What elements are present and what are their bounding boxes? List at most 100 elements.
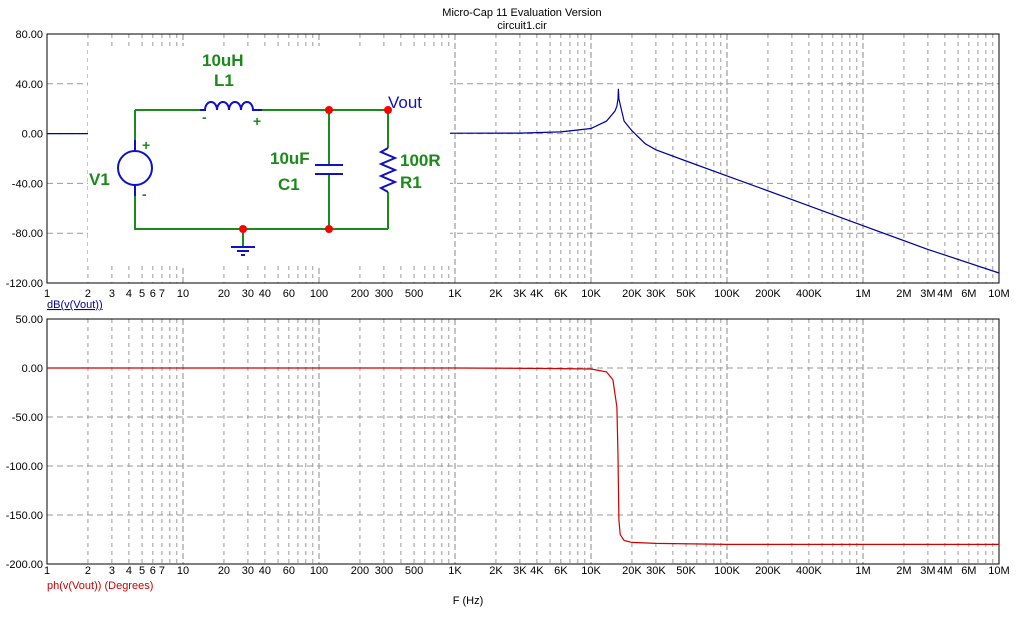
x-tick-label: 10K [581, 288, 601, 300]
x-tick-label: 1 [44, 565, 50, 577]
x-tick-label: 6K [554, 288, 568, 300]
x-tick-label: 4K [530, 288, 544, 300]
circuit-schematic[interactable]: 10uH L1 - + V1 + - 10uF C1 100R R1 Vout [88, 46, 450, 266]
inductor-value: 10uH [202, 51, 244, 70]
x-tick-label: 10 [177, 565, 189, 577]
x-tick-label: 30 [242, 565, 254, 577]
x-tick-label: 4K [530, 565, 544, 577]
x-tick-label: 7 [159, 288, 165, 300]
source-minus: - [142, 186, 147, 202]
x-tick-label: 2M [896, 565, 911, 577]
x-tick-label: 2 [85, 288, 91, 300]
x-tick-label: 2K [489, 288, 503, 300]
inductor-minus: - [202, 109, 207, 125]
magnitude-ylabel: dB(v(Vout)) [47, 299, 103, 311]
x-tick-label: 20 [218, 565, 230, 577]
capacitor-name: C1 [278, 175, 300, 194]
x-tick-label: 6 [150, 565, 156, 577]
x-tick-label: 1M [855, 288, 870, 300]
x-tick-label: 4M [937, 565, 952, 577]
x-tick-label: 1K [448, 565, 462, 577]
y-tick-label: 40.00 [15, 79, 43, 91]
y-tick-label: -150.00 [6, 510, 43, 522]
x-tick-label: 10K [581, 565, 601, 577]
x-tick-label: 100 [310, 288, 328, 300]
x-tick-label: 20K [622, 288, 642, 300]
x-tick-label: 5 [139, 565, 145, 577]
x-tick-label: 300 [375, 565, 393, 577]
y-tick-label: -50.00 [12, 412, 43, 424]
y-tick-label: -80.00 [12, 228, 43, 240]
node-dot-vout[interactable] [384, 106, 392, 114]
output-label: Vout [388, 93, 422, 112]
source-name: V1 [89, 170, 110, 189]
wire-source-bottom [134, 196, 388, 230]
x-tick-label: 300 [375, 288, 393, 300]
y-tick-label: 0.00 [22, 129, 43, 141]
x-tick-label: 7 [159, 565, 165, 577]
x-tick-label: 3 [109, 288, 115, 300]
y-tick-label: 0.00 [22, 363, 43, 375]
y-tick-label: -100.00 [6, 461, 43, 473]
plot-border [46, 318, 1000, 565]
node-dot-bottom-mid[interactable] [325, 225, 333, 233]
series-line [47, 367, 999, 546]
series-line [47, 88, 1000, 274]
capacitor-value: 10uF [270, 149, 310, 168]
x-tick-label: 3 [109, 565, 115, 577]
window-title: Micro-Cap 11 Evaluation Version [442, 7, 601, 19]
x-tick-label: 1K [448, 288, 462, 300]
y-tick-label: -40.00 [12, 178, 43, 190]
x-tick-label: 500 [405, 288, 423, 300]
inductor-plus: + [253, 113, 261, 129]
x-tick-label: 30K [646, 565, 666, 577]
x-tick-label: 200K [755, 288, 781, 300]
x-tick-label: 2 [85, 565, 91, 577]
x-tick-label: 3M [920, 288, 935, 300]
x-tick-label: 100K [714, 565, 740, 577]
resistor-name: R1 [400, 173, 422, 192]
x-tick-label: 1M [855, 565, 870, 577]
resistor-value: 100R [400, 151, 441, 170]
node-dot-ground[interactable] [239, 225, 247, 233]
x-tick-label: 500 [405, 565, 423, 577]
x-tick-label: 10 [177, 288, 189, 300]
x-tick-label: 200 [351, 288, 369, 300]
x-tick-label: 3K [513, 565, 527, 577]
phase-ylabel: ph(v(Vout)) (Degrees) [47, 580, 153, 592]
x-tick-label: 400K [796, 288, 822, 300]
x-tick-label: 3M [920, 565, 935, 577]
x-tick-label: 20K [622, 565, 642, 577]
x-tick-label: 2K [489, 565, 503, 577]
x-tick-label: 10M [988, 288, 1009, 300]
resistor-icon[interactable] [378, 147, 398, 193]
x-tick-label: 5 [139, 288, 145, 300]
source-plus: + [142, 137, 150, 153]
x-tick-label: 60 [283, 288, 295, 300]
x-tick-label: 30K [646, 288, 666, 300]
x-tick-label: 6M [961, 565, 976, 577]
x-tick-label: 40 [259, 565, 271, 577]
x-tick-label: 6M [961, 288, 976, 300]
x-tick-label: 4M [937, 288, 952, 300]
x-tick-label: 10M [988, 565, 1009, 577]
x-tick-label: 100K [714, 288, 740, 300]
x-tick-label: 200K [755, 565, 781, 577]
y-tick-label: 50.00 [15, 314, 43, 326]
x-tick-label: 4 [126, 288, 132, 300]
x-tick-label: 200 [351, 565, 369, 577]
x-tick-label: 30 [242, 288, 254, 300]
x-tick-label: 6 [150, 288, 156, 300]
node-dot-top-mid[interactable] [325, 106, 333, 114]
x-tick-label: 400K [796, 565, 822, 577]
x-tick-label: 20 [218, 288, 230, 300]
x-tick-label: 3K [513, 288, 527, 300]
phase-plot[interactable]: 50.000.00-50.00-100.00-150.00-200.00 1 2 3 4… [6, 314, 1010, 577]
x-tick-label: 50K [676, 565, 696, 577]
inductor-icon[interactable] [200, 101, 262, 111]
file-name: circuit1.cir [497, 20, 547, 32]
x-tick-label: 50K [676, 288, 696, 300]
plot-border [46, 33, 1000, 284]
x-tick-label: 6K [554, 565, 568, 577]
